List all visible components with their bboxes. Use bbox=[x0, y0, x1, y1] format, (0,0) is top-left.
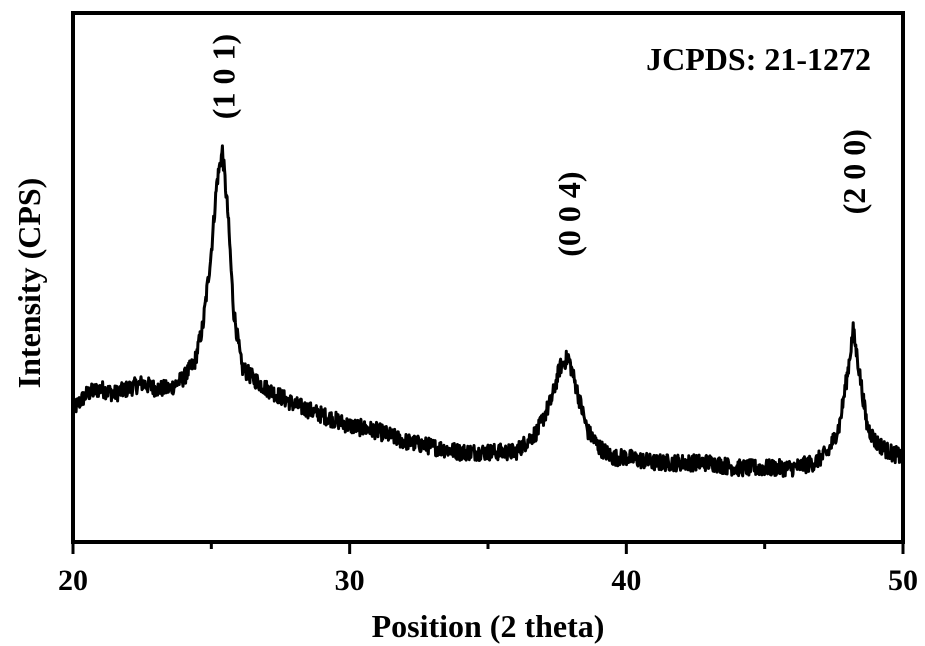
peak-label: (2 0 0) bbox=[836, 129, 872, 214]
x-tick-label: 30 bbox=[335, 564, 365, 597]
x-axis-ticks bbox=[71, 542, 905, 554]
peak-labels: (1 0 1) (0 0 4) (2 0 0) bbox=[205, 34, 872, 257]
x-tick-label: 40 bbox=[611, 564, 641, 597]
peak-label: (1 0 1) bbox=[205, 34, 241, 119]
peak-label: (0 0 4) bbox=[551, 171, 587, 256]
x-tick-label: 20 bbox=[58, 564, 88, 597]
y-axis-title: Intensity (CPS) bbox=[11, 178, 47, 389]
xrd-pattern-line bbox=[71, 144, 905, 478]
x-axis-tick-labels: 20 30 40 50 bbox=[58, 564, 918, 597]
x-axis-title: Position (2 theta) bbox=[372, 608, 605, 644]
jcpds-annotation: JCPDS: 21-1272 bbox=[646, 41, 871, 77]
x-tick-label: 50 bbox=[888, 564, 918, 597]
